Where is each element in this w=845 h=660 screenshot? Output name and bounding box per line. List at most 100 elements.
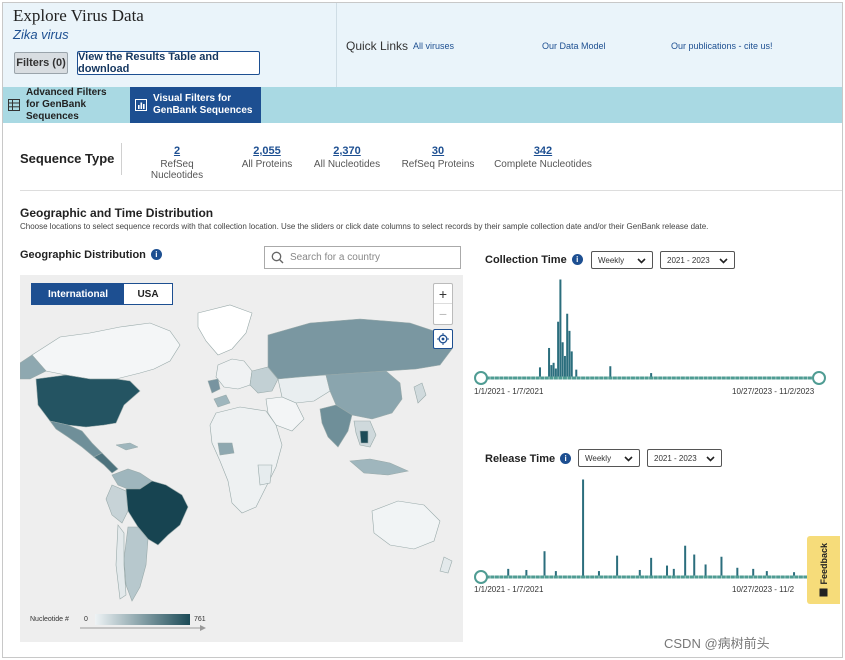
country-greenland[interactable] [197,304,253,356]
search-icon [271,251,284,264]
country-alaska[interactable] [20,354,47,380]
locate-button[interactable] [433,329,453,349]
release-bar[interactable] [752,568,755,576]
collection-bar[interactable] [563,355,566,377]
seq-count[interactable]: 2,370 [333,145,361,157]
country-east-africa[interactable] [257,464,273,486]
country-indonesia[interactable] [349,458,409,476]
release-interval-select[interactable]: Weekly [578,449,640,467]
tab-international[interactable]: International [32,284,124,304]
collection-bar[interactable] [550,365,553,377]
seq-complete-nucleotides[interactable]: 342 Complete Nucleotides [491,145,595,170]
collection-bar[interactable] [650,373,653,377]
collection-bar[interactable] [566,313,569,377]
country-japan[interactable] [413,382,427,404]
country-caribbean[interactable] [115,442,139,451]
country-chile[interactable] [115,524,127,600]
release-bar[interactable] [525,569,528,576]
release-bar[interactable] [507,568,510,576]
seq-count[interactable]: 342 [533,145,553,157]
seq-all-proteins[interactable]: 2,055 All Proteins [237,145,297,170]
collection-time-histogram[interactable] [469,273,829,388]
feedback-button[interactable]: Feedback [807,536,840,604]
release-bar[interactable] [597,571,600,576]
tab-visual-filters[interactable]: Visual Filters for GenBank Sequences [130,87,261,123]
release-bar[interactable] [650,557,653,576]
collection-bar[interactable] [575,369,578,377]
world-map[interactable]: International USA + − Nucleotide # 0 761 [20,275,463,642]
release-bar[interactable] [720,556,723,576]
collection-bar[interactable] [559,279,562,377]
info-icon[interactable]: i [571,254,583,265]
release-bar[interactable] [638,569,641,576]
chevron-down-icon [624,456,633,462]
seq-refseq-nucleotides[interactable]: 2 RefSeq Nucleotides [133,145,221,181]
release-bar[interactable] [666,565,669,576]
release-bar[interactable] [543,551,546,576]
world-map-canvas[interactable] [20,275,463,642]
country-africa[interactable] [209,406,283,514]
release-years-select[interactable]: 2021 - 2023 [647,449,722,467]
release-bar[interactable] [704,564,707,576]
country-west-africa[interactable] [217,442,235,456]
release-bar[interactable] [582,479,585,576]
release-bar[interactable] [693,554,696,576]
link-data-model[interactable]: Our Data Model [542,41,606,51]
country-spain[interactable] [213,394,231,408]
tab-usa[interactable]: USA [124,284,172,304]
collection-bar[interactable] [548,347,551,377]
collection-bar[interactable] [568,330,571,377]
slider-end-handle[interactable] [812,371,826,385]
release-bar[interactable] [616,555,619,576]
collection-interval-value: Weekly [598,255,625,265]
collection-bar[interactable] [538,367,541,377]
collection-interval-select[interactable]: Weekly [591,251,653,269]
country-middle-east[interactable] [265,396,305,432]
collection-range-end: 10/27/2023 - 11/2/2023 [732,387,815,396]
slider-start-handle[interactable] [474,570,488,584]
collection-bar[interactable] [552,362,555,377]
country-uk[interactable] [207,378,221,394]
info-icon[interactable]: i [560,453,572,464]
country-china[interactable] [325,370,403,420]
country-new-zealand[interactable] [439,556,453,574]
seq-count[interactable]: 30 [431,145,445,157]
link-publications[interactable]: Our publications - cite us! [671,41,773,51]
release-bar[interactable] [793,572,796,576]
view-results-button[interactable]: View the Results Table and download [77,51,260,75]
collection-bar[interactable] [561,342,564,377]
release-bar[interactable] [684,545,687,576]
country-australia[interactable] [371,500,441,550]
seq-all-nucleotides[interactable]: 2,370 All Nucleotides [311,145,383,170]
seq-refseq-proteins[interactable]: 30 RefSeq Proteins [400,145,476,170]
page-title: Explore Virus Data [13,6,144,25]
release-bar[interactable] [554,571,557,576]
release-interval-value: Weekly [585,453,612,463]
filters-button[interactable]: Filters (0) [14,52,68,74]
link-all-viruses[interactable]: All viruses [413,41,455,51]
release-bar[interactable] [765,571,768,576]
release-bar[interactable] [672,568,675,576]
collection-bar[interactable] [557,321,560,377]
release-time-histogram[interactable] [469,473,829,585]
collection-bar[interactable] [554,368,557,377]
country-search-input[interactable]: Search for a country [264,246,461,269]
tab-advanced-filters[interactable]: Advanced Filters for GenBank Sequences [3,87,130,123]
country-india[interactable] [319,404,353,448]
page-header: Explore Virus Data Zika virus Filters (0… [3,3,842,87]
collection-years-select[interactable]: 2021 - 2023 [660,251,735,269]
zoom-out-button[interactable]: − [434,303,452,323]
country-central-america[interactable] [93,452,119,474]
country-thailand[interactable] [359,430,369,444]
seq-count[interactable]: 2 [173,145,181,157]
zoom-in-button[interactable]: + [438,285,448,302]
collection-bar[interactable] [570,351,573,377]
release-bar[interactable] [736,567,739,576]
chevron-down-icon [706,456,715,462]
info-icon[interactable]: i [150,249,162,260]
collection-bar[interactable] [609,366,612,377]
slider-start-handle[interactable] [474,371,488,385]
geo-time-description: Choose locations to select sequence reco… [20,222,709,231]
seq-count[interactable]: 2,055 [253,145,281,157]
country-argentina[interactable] [123,526,149,602]
